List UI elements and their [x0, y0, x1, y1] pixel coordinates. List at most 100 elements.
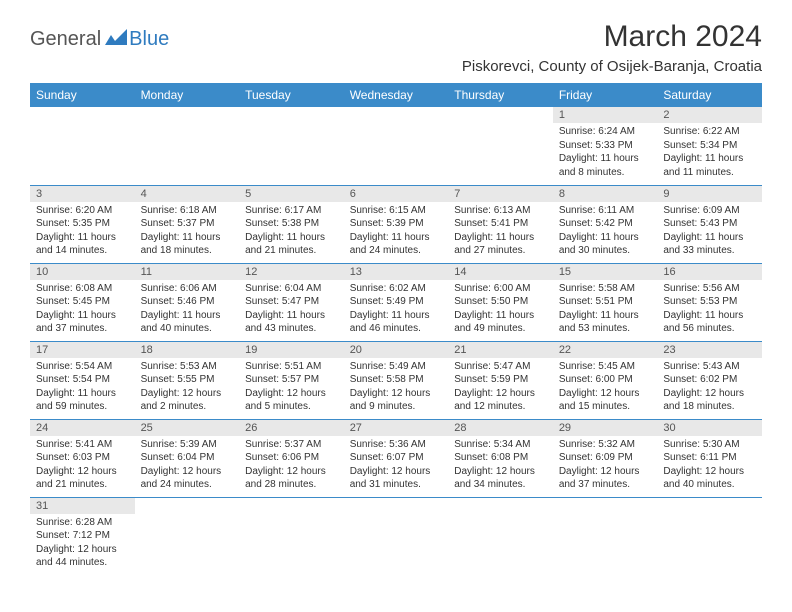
- day-data: Sunrise: 5:37 AMSunset: 6:06 PMDaylight:…: [239, 436, 344, 494]
- day-data: Sunrise: 5:30 AMSunset: 6:11 PMDaylight:…: [657, 436, 762, 494]
- calendar-cell: [344, 107, 449, 185]
- day-number: 5: [239, 186, 344, 202]
- calendar-table: Sunday Monday Tuesday Wednesday Thursday…: [30, 83, 762, 575]
- calendar-cell: 28Sunrise: 5:34 AMSunset: 6:08 PMDayligh…: [448, 419, 553, 497]
- calendar-cell: 19Sunrise: 5:51 AMSunset: 5:57 PMDayligh…: [239, 341, 344, 419]
- calendar-cell: 25Sunrise: 5:39 AMSunset: 6:04 PMDayligh…: [135, 419, 240, 497]
- calendar-cell: 27Sunrise: 5:36 AMSunset: 6:07 PMDayligh…: [344, 419, 449, 497]
- day-data: Sunrise: 6:28 AMSunset: 7:12 PMDaylight:…: [30, 514, 135, 572]
- weekday-header-row: Sunday Monday Tuesday Wednesday Thursday…: [30, 83, 762, 107]
- weekday-header: Sunday: [30, 83, 135, 107]
- calendar-cell: [239, 107, 344, 185]
- day-data: Sunrise: 5:36 AMSunset: 6:07 PMDaylight:…: [344, 436, 449, 494]
- day-data: Sunrise: 6:18 AMSunset: 5:37 PMDaylight:…: [135, 202, 240, 260]
- day-number: 19: [239, 342, 344, 358]
- calendar-cell: 7Sunrise: 6:13 AMSunset: 5:41 PMDaylight…: [448, 185, 553, 263]
- day-data: Sunrise: 5:41 AMSunset: 6:03 PMDaylight:…: [30, 436, 135, 494]
- calendar-cell: [239, 497, 344, 575]
- day-number: 23: [657, 342, 762, 358]
- page-title: March 2024: [462, 20, 762, 54]
- day-number: 24: [30, 420, 135, 436]
- day-number: 31: [30, 498, 135, 514]
- weekday-header: Monday: [135, 83, 240, 107]
- calendar-row: 10Sunrise: 6:08 AMSunset: 5:45 PMDayligh…: [30, 263, 762, 341]
- day-number: 3: [30, 186, 135, 202]
- calendar-row: 17Sunrise: 5:54 AMSunset: 5:54 PMDayligh…: [30, 341, 762, 419]
- day-number: 12: [239, 264, 344, 280]
- calendar-cell: 24Sunrise: 5:41 AMSunset: 6:03 PMDayligh…: [30, 419, 135, 497]
- day-number: 27: [344, 420, 449, 436]
- day-data: Sunrise: 6:15 AMSunset: 5:39 PMDaylight:…: [344, 202, 449, 260]
- calendar-cell: 21Sunrise: 5:47 AMSunset: 5:59 PMDayligh…: [448, 341, 553, 419]
- calendar-cell: 4Sunrise: 6:18 AMSunset: 5:37 PMDaylight…: [135, 185, 240, 263]
- day-data: Sunrise: 6:13 AMSunset: 5:41 PMDaylight:…: [448, 202, 553, 260]
- day-data: Sunrise: 5:58 AMSunset: 5:51 PMDaylight:…: [553, 280, 658, 338]
- day-number: 9: [657, 186, 762, 202]
- calendar-cell: 9Sunrise: 6:09 AMSunset: 5:43 PMDaylight…: [657, 185, 762, 263]
- calendar-row: 24Sunrise: 5:41 AMSunset: 6:03 PMDayligh…: [30, 419, 762, 497]
- title-block: March 2024 Piskorevci, County of Osijek-…: [462, 20, 762, 75]
- calendar-cell: 18Sunrise: 5:53 AMSunset: 5:55 PMDayligh…: [135, 341, 240, 419]
- calendar-cell: 30Sunrise: 5:30 AMSunset: 6:11 PMDayligh…: [657, 419, 762, 497]
- weekday-header: Tuesday: [239, 83, 344, 107]
- day-data: Sunrise: 6:11 AMSunset: 5:42 PMDaylight:…: [553, 202, 658, 260]
- day-data: Sunrise: 5:45 AMSunset: 6:00 PMDaylight:…: [553, 358, 658, 416]
- day-data: Sunrise: 6:00 AMSunset: 5:50 PMDaylight:…: [448, 280, 553, 338]
- calendar-cell: [657, 497, 762, 575]
- day-data: Sunrise: 5:47 AMSunset: 5:59 PMDaylight:…: [448, 358, 553, 416]
- day-data: Sunrise: 6:02 AMSunset: 5:49 PMDaylight:…: [344, 280, 449, 338]
- day-number: 26: [239, 420, 344, 436]
- logo: General Blue: [30, 28, 169, 51]
- day-data: Sunrise: 5:49 AMSunset: 5:58 PMDaylight:…: [344, 358, 449, 416]
- day-data: Sunrise: 5:56 AMSunset: 5:53 PMDaylight:…: [657, 280, 762, 338]
- day-data: Sunrise: 6:06 AMSunset: 5:46 PMDaylight:…: [135, 280, 240, 338]
- day-data: Sunrise: 5:34 AMSunset: 6:08 PMDaylight:…: [448, 436, 553, 494]
- day-number: 1: [553, 107, 658, 123]
- day-number: 11: [135, 264, 240, 280]
- logo-text-general: General: [30, 28, 101, 51]
- day-data: Sunrise: 6:17 AMSunset: 5:38 PMDaylight:…: [239, 202, 344, 260]
- calendar-cell: 14Sunrise: 6:00 AMSunset: 5:50 PMDayligh…: [448, 263, 553, 341]
- location-subtitle: Piskorevci, County of Osijek-Baranja, Cr…: [462, 58, 762, 75]
- calendar-cell: 15Sunrise: 5:58 AMSunset: 5:51 PMDayligh…: [553, 263, 658, 341]
- calendar-cell: 8Sunrise: 6:11 AMSunset: 5:42 PMDaylight…: [553, 185, 658, 263]
- calendar-cell: 5Sunrise: 6:17 AMSunset: 5:38 PMDaylight…: [239, 185, 344, 263]
- day-number: 18: [135, 342, 240, 358]
- calendar-cell: 6Sunrise: 6:15 AMSunset: 5:39 PMDaylight…: [344, 185, 449, 263]
- day-data: Sunrise: 5:54 AMSunset: 5:54 PMDaylight:…: [30, 358, 135, 416]
- calendar-cell: [448, 107, 553, 185]
- calendar-cell: 17Sunrise: 5:54 AMSunset: 5:54 PMDayligh…: [30, 341, 135, 419]
- weekday-header: Saturday: [657, 83, 762, 107]
- calendar-cell: [553, 497, 658, 575]
- day-number: 28: [448, 420, 553, 436]
- calendar-cell: 22Sunrise: 5:45 AMSunset: 6:00 PMDayligh…: [553, 341, 658, 419]
- day-number: 17: [30, 342, 135, 358]
- day-data: Sunrise: 5:51 AMSunset: 5:57 PMDaylight:…: [239, 358, 344, 416]
- day-data: Sunrise: 6:04 AMSunset: 5:47 PMDaylight:…: [239, 280, 344, 338]
- day-number: 14: [448, 264, 553, 280]
- calendar-cell: 20Sunrise: 5:49 AMSunset: 5:58 PMDayligh…: [344, 341, 449, 419]
- day-number: 2: [657, 107, 762, 123]
- day-data: Sunrise: 5:53 AMSunset: 5:55 PMDaylight:…: [135, 358, 240, 416]
- day-data: Sunrise: 6:22 AMSunset: 5:34 PMDaylight:…: [657, 123, 762, 181]
- calendar-cell: 1Sunrise: 6:24 AMSunset: 5:33 PMDaylight…: [553, 107, 658, 185]
- calendar-cell: [448, 497, 553, 575]
- day-number: 20: [344, 342, 449, 358]
- calendar-cell: 12Sunrise: 6:04 AMSunset: 5:47 PMDayligh…: [239, 263, 344, 341]
- day-data: Sunrise: 5:43 AMSunset: 6:02 PMDaylight:…: [657, 358, 762, 416]
- calendar-cell: 31Sunrise: 6:28 AMSunset: 7:12 PMDayligh…: [30, 497, 135, 575]
- day-number: 13: [344, 264, 449, 280]
- logo-text-blue: Blue: [129, 28, 169, 51]
- day-number: 4: [135, 186, 240, 202]
- calendar-cell: 13Sunrise: 6:02 AMSunset: 5:49 PMDayligh…: [344, 263, 449, 341]
- calendar-cell: 2Sunrise: 6:22 AMSunset: 5:34 PMDaylight…: [657, 107, 762, 185]
- chart-icon: [105, 29, 127, 50]
- calendar-row: 3Sunrise: 6:20 AMSunset: 5:35 PMDaylight…: [30, 185, 762, 263]
- day-number: 7: [448, 186, 553, 202]
- weekday-header: Thursday: [448, 83, 553, 107]
- calendar-cell: 11Sunrise: 6:06 AMSunset: 5:46 PMDayligh…: [135, 263, 240, 341]
- weekday-header: Wednesday: [344, 83, 449, 107]
- day-data: Sunrise: 5:39 AMSunset: 6:04 PMDaylight:…: [135, 436, 240, 494]
- day-number: 6: [344, 186, 449, 202]
- day-number: 10: [30, 264, 135, 280]
